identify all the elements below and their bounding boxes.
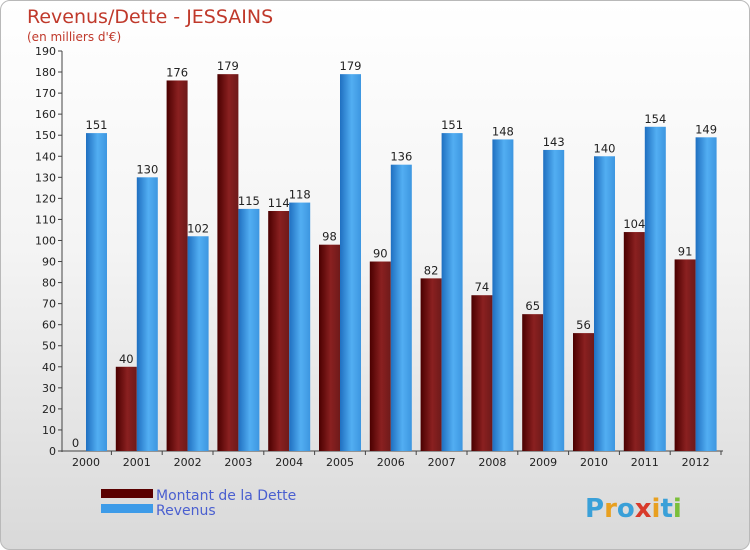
logo-text: Proxiti bbox=[585, 494, 682, 524]
data-label-debt: 82 bbox=[424, 263, 439, 277]
bar-revenus-2011 bbox=[644, 126, 666, 451]
data-label-revenus: 140 bbox=[594, 141, 616, 155]
y-tick-label: 140 bbox=[35, 150, 56, 163]
proxiti-logo: Proxiti bbox=[585, 494, 682, 524]
data-label-debt: 74 bbox=[475, 280, 490, 294]
bar-revenus-2005 bbox=[340, 74, 361, 451]
data-label-revenus: 118 bbox=[289, 188, 311, 202]
legend-label-revenus: Revenus bbox=[156, 503, 216, 519]
y-tick-label: 90 bbox=[42, 256, 56, 269]
bar-debt-2010 bbox=[573, 333, 594, 451]
bar-revenus-2006 bbox=[390, 164, 412, 451]
x-tick-label: 2006 bbox=[377, 456, 405, 469]
y-tick-label: 20 bbox=[42, 403, 56, 416]
data-label-debt: 98 bbox=[322, 230, 337, 244]
data-label-revenus: 149 bbox=[695, 122, 717, 136]
legend: Montant de la Dette Revenus bbox=[101, 488, 296, 519]
x-tick-label: 2001 bbox=[123, 456, 151, 469]
bar-debt-2007 bbox=[420, 278, 442, 451]
y-tick-label: 110 bbox=[35, 213, 56, 226]
y-tick-label: 60 bbox=[42, 319, 56, 332]
bar-debt-2009 bbox=[522, 314, 544, 451]
data-label-revenus: 151 bbox=[86, 118, 108, 132]
data-label-debt: 91 bbox=[678, 244, 693, 258]
bar-revenus-2009 bbox=[543, 149, 565, 451]
data-label-revenus: 179 bbox=[340, 59, 362, 73]
data-label-revenus: 151 bbox=[441, 118, 463, 132]
data-label-revenus: 148 bbox=[492, 124, 514, 138]
y-tick-label: 80 bbox=[42, 277, 56, 290]
bar-revenus-2003 bbox=[238, 208, 260, 451]
bar-debt-2005 bbox=[319, 244, 340, 451]
bar-debt-2006 bbox=[369, 261, 391, 451]
data-label-revenus: 115 bbox=[238, 194, 260, 208]
bar-debt-2011 bbox=[623, 232, 645, 451]
x-tick-label: 2008 bbox=[478, 456, 506, 469]
data-label-debt: 40 bbox=[119, 352, 134, 366]
axes: 0102030405060708090100110120130140150160… bbox=[35, 45, 723, 469]
data-label-debt: 0 bbox=[72, 436, 79, 450]
chart-title: Revenus/Dette - JESSAINS bbox=[27, 6, 273, 28]
x-tick-label: 2011 bbox=[631, 456, 659, 469]
bar-debt-2003 bbox=[217, 74, 239, 451]
bar-revenus-2007 bbox=[441, 133, 463, 451]
legend-swatch-debt bbox=[101, 489, 153, 498]
y-tick-label: 180 bbox=[35, 66, 56, 79]
data-label-debt: 176 bbox=[166, 65, 188, 79]
y-tick-label: 160 bbox=[35, 108, 56, 121]
x-tick-label: 2000 bbox=[72, 456, 100, 469]
data-label-debt: 114 bbox=[268, 196, 290, 210]
data-label-debt: 65 bbox=[525, 299, 540, 313]
y-tick-label: 30 bbox=[42, 382, 56, 395]
y-tick-label: 120 bbox=[35, 192, 56, 205]
bar-debt-2002 bbox=[166, 80, 188, 451]
chart-subtitle: (en milliers d'€) bbox=[27, 30, 121, 44]
data-label-revenus: 154 bbox=[644, 112, 666, 126]
bar-revenus-2008 bbox=[492, 139, 514, 451]
bar-debt-2008 bbox=[471, 295, 493, 451]
bars-group bbox=[86, 74, 717, 451]
data-label-revenus: 102 bbox=[187, 221, 209, 235]
x-tick-label: 2012 bbox=[682, 456, 710, 469]
bar-debt-2001 bbox=[115, 366, 137, 451]
legend-swatch-revenus bbox=[101, 504, 153, 513]
x-tick-label: 2009 bbox=[529, 456, 557, 469]
bar-debt-2004 bbox=[268, 211, 290, 451]
x-tick-label: 2007 bbox=[428, 456, 456, 469]
y-tick-label: 150 bbox=[35, 129, 56, 142]
y-tick-label: 10 bbox=[42, 424, 56, 437]
x-tick-label: 2003 bbox=[224, 456, 252, 469]
y-tick-label: 50 bbox=[42, 340, 56, 353]
x-tick-label: 2004 bbox=[275, 456, 303, 469]
x-tick-label: 2010 bbox=[580, 456, 608, 469]
data-label-debt: 104 bbox=[623, 217, 645, 231]
data-label-revenus: 143 bbox=[543, 135, 565, 149]
bar-revenus-2001 bbox=[136, 177, 158, 451]
bar-revenus-2010 bbox=[594, 156, 615, 451]
data-label-revenus: 136 bbox=[390, 150, 412, 164]
data-label-debt: 179 bbox=[217, 59, 239, 73]
y-tick-label: 190 bbox=[35, 45, 56, 58]
y-tick-label: 170 bbox=[35, 87, 56, 100]
y-tick-label: 130 bbox=[35, 171, 56, 184]
bar-revenus-2002 bbox=[187, 236, 209, 451]
bar-revenus-2012 bbox=[695, 137, 717, 451]
data-label-debt: 90 bbox=[373, 247, 388, 261]
y-tick-label: 70 bbox=[42, 298, 56, 311]
x-tick-label: 2005 bbox=[326, 456, 354, 469]
bar-revenus-2000 bbox=[86, 133, 107, 451]
data-label-debt: 56 bbox=[576, 318, 591, 332]
data-label-revenus: 130 bbox=[136, 162, 158, 176]
legend-label-debt: Montant de la Dette bbox=[156, 488, 296, 504]
bar-debt-2012 bbox=[674, 259, 696, 451]
bar-revenus-2004 bbox=[289, 202, 311, 451]
y-tick-label: 0 bbox=[49, 445, 56, 458]
y-tick-label: 100 bbox=[35, 234, 56, 247]
y-tick-label: 40 bbox=[42, 361, 56, 374]
x-tick-label: 2002 bbox=[174, 456, 202, 469]
